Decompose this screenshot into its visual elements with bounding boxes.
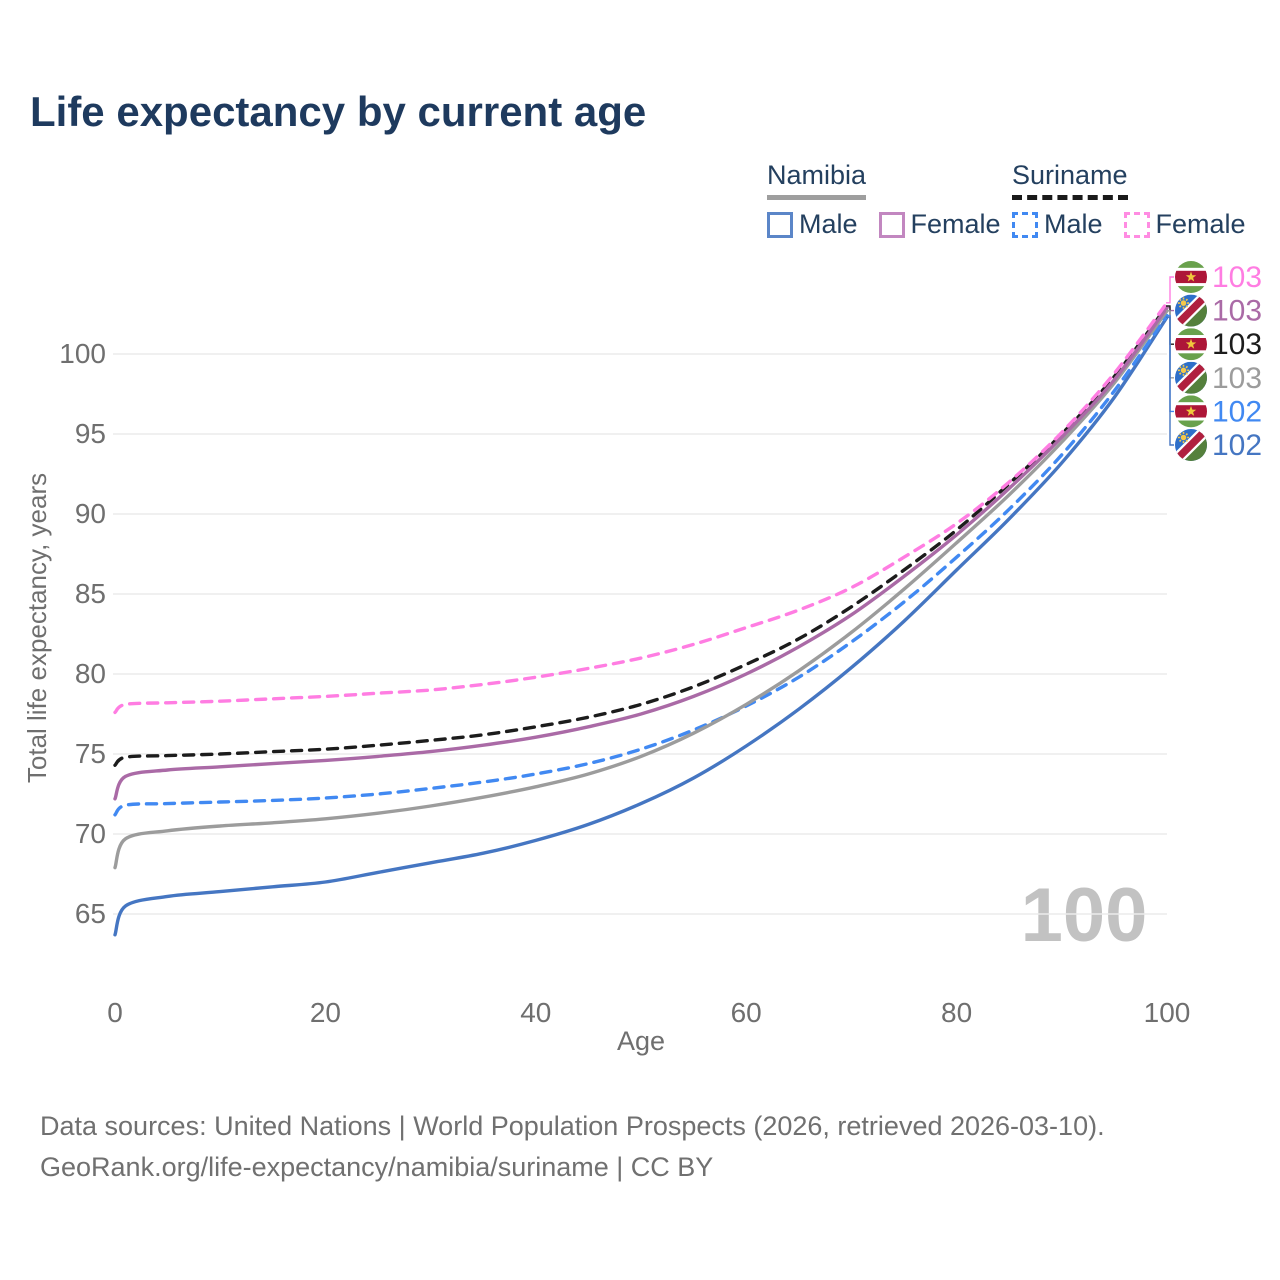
data-sources-text: Data sources: United Nations | World Pop… bbox=[40, 1111, 1105, 1141]
series-end-value: 102 bbox=[1212, 429, 1262, 462]
series-line-namibia-male bbox=[113, 315, 1169, 937]
series-end-value: 103 bbox=[1212, 261, 1262, 294]
legend-item-suriname-female[interactable]: Female bbox=[1123, 209, 1246, 240]
attribution-text: GeoRank.org/life-expectancy/namibia/suri… bbox=[40, 1152, 714, 1182]
legend-group-suriname: Suriname Male Female bbox=[1012, 160, 1267, 240]
chart-legend: Namibia Male Female Suriname Male bbox=[0, 160, 1280, 250]
x-tick-label: 100 bbox=[1144, 997, 1191, 1028]
x-axis-title: Age bbox=[617, 1026, 665, 1056]
legend-header-suriname[interactable]: Suriname bbox=[1012, 160, 1128, 200]
legend-item-namibia-female[interactable]: Female bbox=[878, 209, 1001, 240]
series-connector bbox=[1166, 316, 1174, 446]
legend-group-namibia: Namibia Male Female bbox=[767, 160, 1022, 240]
series-line-suriname bbox=[113, 304, 1169, 767]
series-end-value: 102 bbox=[1212, 395, 1262, 428]
legend-items-suriname: Male Female bbox=[1012, 209, 1267, 240]
suriname-flag-icon bbox=[1175, 261, 1207, 293]
legend-item-suriname-male[interactable]: Male bbox=[1012, 209, 1103, 240]
y-tick-label: 100 bbox=[59, 338, 106, 369]
x-tick-label: 60 bbox=[731, 997, 762, 1028]
page-title: Life expectancy by current age bbox=[30, 88, 647, 135]
series-end-value: 103 bbox=[1212, 328, 1262, 361]
series-line-namibia-female bbox=[113, 305, 1169, 801]
x-tick-label: 20 bbox=[310, 997, 341, 1028]
x-tick-label: 0 bbox=[107, 997, 123, 1028]
y-axis-title: Total life expectancy, years bbox=[22, 473, 52, 783]
series-connector bbox=[1166, 276, 1174, 304]
y-tick-label: 65 bbox=[75, 898, 106, 929]
suriname-flag-icon bbox=[1175, 395, 1207, 428]
y-tick-label: 75 bbox=[75, 738, 106, 769]
namibia-flag-icon bbox=[1175, 361, 1207, 394]
y-tick-label: 85 bbox=[75, 578, 106, 609]
age-watermark: 100 bbox=[1021, 873, 1148, 958]
legend-header-namibia[interactable]: Namibia bbox=[767, 160, 867, 200]
legend-item-namibia-male[interactable]: Male bbox=[767, 209, 858, 240]
series-end-value: 103 bbox=[1212, 295, 1262, 328]
namibia-flag-icon bbox=[1175, 429, 1207, 461]
y-tick-label: 95 bbox=[75, 418, 106, 449]
y-tick-label: 90 bbox=[75, 498, 106, 529]
series-line-suriname-female bbox=[113, 301, 1169, 715]
namibia-male-swatch-icon bbox=[767, 211, 793, 238]
suriname-male-swatch-icon bbox=[1012, 211, 1038, 238]
namibia-female-swatch-icon bbox=[878, 211, 905, 238]
legend-items-namibia: Male Female bbox=[767, 209, 1022, 240]
suriname-flag-icon bbox=[1175, 328, 1207, 361]
series-end-value: 103 bbox=[1212, 362, 1262, 395]
y-tick-label: 70 bbox=[75, 818, 106, 849]
x-tick-label: 80 bbox=[941, 997, 972, 1028]
series-line-suriname-male bbox=[113, 313, 1169, 817]
series-line-namibia bbox=[113, 309, 1169, 870]
y-tick-label: 80 bbox=[75, 658, 106, 689]
namibia-flag-icon bbox=[1175, 294, 1207, 327]
chart-footer: Data sources: United Nations | World Pop… bbox=[40, 1106, 1105, 1188]
x-tick-label: 40 bbox=[520, 997, 551, 1028]
suriname-female-swatch-icon bbox=[1123, 211, 1150, 238]
